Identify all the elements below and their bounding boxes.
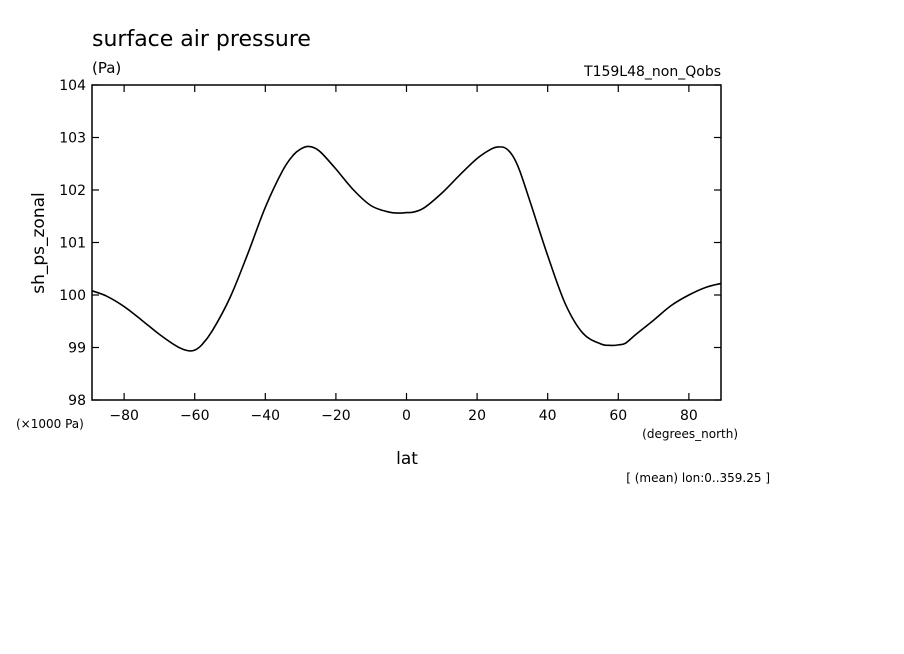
x-tick-label: 60: [609, 408, 627, 424]
y-tick-label: 100: [59, 288, 86, 304]
x-tick-label: 80: [680, 408, 698, 424]
x-tick-label: 20: [468, 408, 486, 424]
series-line-sh-ps-zonal: [91, 145, 722, 352]
y-scale-note: (×1000 Pa): [16, 417, 84, 431]
x-tick-label: −20: [321, 408, 351, 424]
y-tick-label: 101: [59, 236, 86, 252]
x-tick-label: −80: [109, 408, 139, 424]
y-tick-label: 102: [59, 183, 86, 199]
y-tick-label: 103: [59, 131, 86, 147]
x-axis-units: (degrees_north): [642, 427, 738, 441]
plot-frame: [91, 84, 722, 401]
x-axis: −80 −60 −40 −20 0 20 40 60 80: [109, 85, 698, 424]
x-axis-title: lat: [396, 449, 418, 469]
x-tick-label: −40: [251, 408, 281, 424]
x-tick-label: −60: [180, 408, 210, 424]
x-tick-label: 0: [402, 408, 411, 424]
run-label: T159L48_non_Qobs: [583, 64, 721, 80]
y-tick-label: 99: [68, 341, 86, 357]
y-axis: 98 99 100 101 102 103 104: [59, 78, 721, 409]
x-tick-label: 40: [539, 408, 557, 424]
y-axis-title: sh_ps_zonal: [29, 192, 49, 294]
footnote: [ (mean) lon:0..359.25 ]: [626, 471, 770, 485]
chart-units: (Pa): [92, 59, 121, 77]
chart-title: surface air pressure: [92, 27, 311, 52]
y-tick-label: 104: [59, 78, 86, 94]
y-tick-label: 98: [68, 393, 86, 409]
